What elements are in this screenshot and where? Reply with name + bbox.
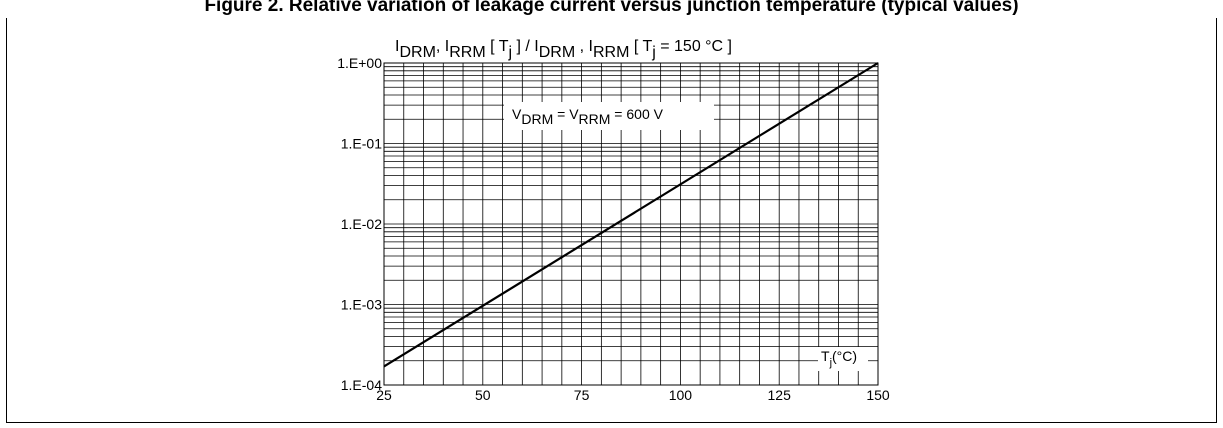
x-tick-label: 75 bbox=[574, 387, 590, 403]
y-tick-label: 1.E-04 bbox=[341, 377, 382, 393]
series-layer bbox=[383, 62, 879, 368]
series-line bbox=[383, 62, 879, 368]
figure-frame bbox=[6, 18, 1217, 423]
x-axis-label: Tj(°C) bbox=[821, 348, 857, 369]
title-part: I bbox=[395, 38, 399, 55]
x-tick-label: 50 bbox=[475, 387, 491, 403]
xlabel-subscript: j bbox=[829, 357, 832, 369]
annotation-subscript: RRM bbox=[579, 111, 611, 127]
figure-heading: Figure 2. Relative variation of leakage … bbox=[204, 0, 1019, 16]
tick-labels: 1.E-04 1.E-03 1.E-02 1.E-01 1.E+00 25 50 75 100 1… bbox=[337, 55, 890, 403]
x-tick-label: 25 bbox=[376, 387, 392, 403]
title-part: , bbox=[436, 38, 445, 55]
title-subscript: j bbox=[508, 44, 513, 61]
title-subscript: RRM bbox=[593, 44, 629, 61]
x-tick-label: 125 bbox=[768, 387, 792, 403]
annotation-part: V bbox=[512, 106, 522, 122]
annotation-subscript: DRM bbox=[521, 111, 553, 127]
y-tick-label: 1.E-02 bbox=[341, 216, 382, 232]
annotation-part: = 600 V bbox=[610, 106, 663, 122]
voltage-annotation: VDRM = VRRM = 600 V bbox=[512, 106, 664, 127]
annotation-part: = V bbox=[553, 106, 579, 122]
title-part: , I bbox=[575, 38, 593, 55]
title-part: [ T bbox=[629, 38, 652, 55]
title-subscript: RRM bbox=[449, 44, 485, 61]
chart-title: IDRM, IRRM [ Tj ] / IDRM , IRRM [ Tj = 1… bbox=[395, 38, 732, 61]
x-tick-label: 100 bbox=[669, 387, 693, 403]
y-tick-label: 1.E-03 bbox=[341, 297, 382, 313]
y-tick-label: 1.E-01 bbox=[341, 136, 382, 152]
title-part: = 150 °C ] bbox=[656, 38, 732, 55]
title-part: I bbox=[445, 38, 449, 55]
title-subscript: DRM bbox=[539, 44, 575, 61]
y-tick-label: 1.E+00 bbox=[337, 55, 382, 71]
annotation-backdrop bbox=[504, 102, 714, 130]
title-part: [ T bbox=[486, 38, 509, 55]
title-subscript: j bbox=[651, 44, 656, 61]
xlabel-part: T bbox=[821, 348, 830, 364]
xlabel-part: (°C) bbox=[832, 348, 857, 364]
title-subscript: DRM bbox=[399, 44, 435, 61]
x-tick-label: 150 bbox=[866, 387, 890, 403]
title-part: ] / I bbox=[512, 38, 539, 55]
plot-area bbox=[383, 62, 879, 386]
xlabel-backdrop bbox=[818, 347, 868, 371]
